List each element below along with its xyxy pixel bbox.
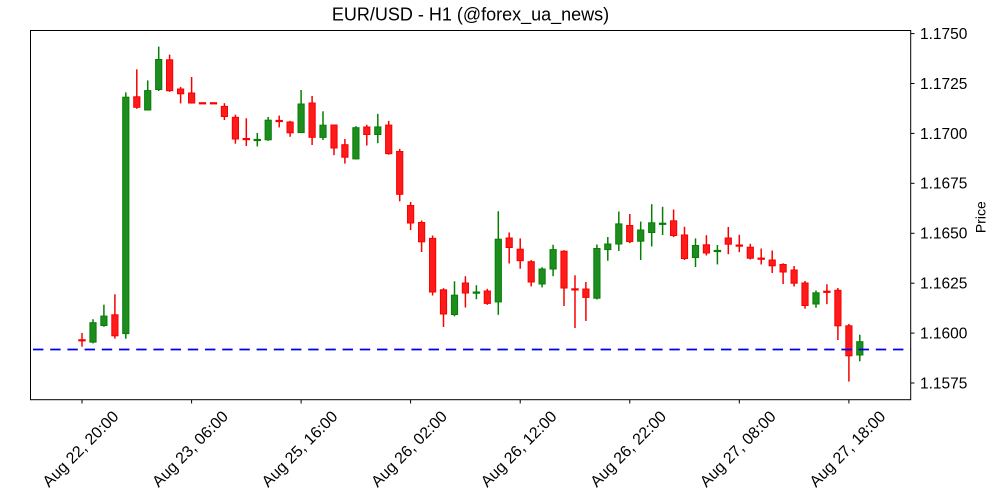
svg-text:1.1700: 1.1700 <box>920 126 968 143</box>
svg-text:1.1725: 1.1725 <box>920 76 967 93</box>
svg-text:1.1750: 1.1750 <box>920 26 968 43</box>
svg-text:1.1650: 1.1650 <box>920 226 968 243</box>
svg-text:EUR/USD - H1 (@forex_ua_news): EUR/USD - H1 (@forex_ua_news) <box>332 5 609 26</box>
svg-text:1.1675: 1.1675 <box>920 176 967 193</box>
svg-text:1.1625: 1.1625 <box>920 276 967 293</box>
svg-text:1.1600: 1.1600 <box>920 326 968 343</box>
svg-text:Price: Price <box>973 201 989 233</box>
svg-text:1.1575: 1.1575 <box>920 375 967 392</box>
